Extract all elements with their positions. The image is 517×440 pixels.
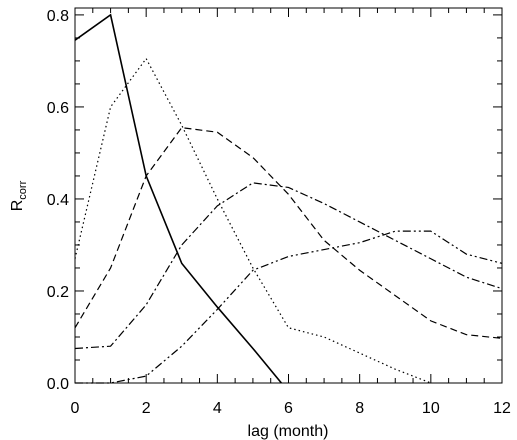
y-tick-label: 0.0	[47, 376, 69, 393]
x-tick-label: 10	[422, 400, 440, 417]
y-tick-label: 0.4	[47, 192, 69, 209]
series-line	[74, 126, 503, 339]
series-line	[74, 13, 282, 384]
y-tick-label: 0.8	[47, 8, 69, 25]
x-axis-label: lag (month)	[248, 423, 329, 440]
y-tick-label: 0.6	[47, 100, 69, 117]
y-label-sub: corr	[17, 180, 29, 199]
x-tick-label: 6	[284, 400, 293, 417]
y-label-main: R	[9, 200, 26, 212]
x-tick-label: 2	[142, 400, 151, 417]
x-tick-label: 8	[355, 400, 364, 417]
y-tick-label: 0.2	[47, 284, 69, 301]
series-line	[75, 230, 503, 384]
series-line	[74, 182, 503, 350]
x-tick-label: 12	[493, 400, 511, 417]
x-tick-label: 4	[213, 400, 222, 417]
series-line	[74, 57, 432, 384]
x-tick-label: 0	[71, 400, 80, 417]
y-axis-label: Rcorr	[9, 180, 29, 211]
